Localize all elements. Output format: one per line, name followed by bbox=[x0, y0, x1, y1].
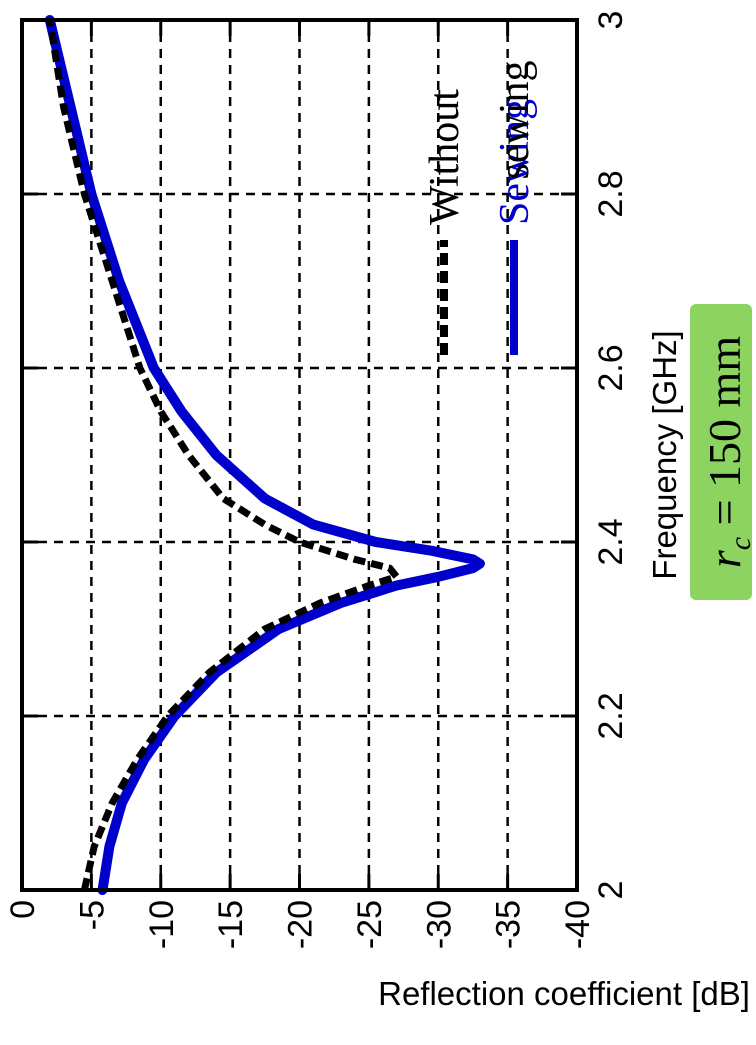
series-layer bbox=[44, 15, 485, 895]
annotation-subscript: c bbox=[724, 537, 756, 550]
x-tick-label: 3 bbox=[592, 11, 630, 30]
y-tick-label: 0 bbox=[4, 900, 42, 919]
annotation-background bbox=[690, 304, 752, 600]
y-tick-label: -5 bbox=[73, 900, 111, 930]
y-tick-label: -35 bbox=[490, 900, 528, 949]
x-tick-labels: 2 2.2 2.4 2.6 2.8 3 bbox=[592, 11, 630, 900]
x-tick-label: 2.4 bbox=[592, 518, 630, 565]
x-tick-label: 2 bbox=[592, 881, 630, 900]
grid-lines bbox=[22, 20, 577, 890]
annotation-label: rc = 150 mm bbox=[690, 304, 756, 600]
annotation-text: = 150 mm bbox=[699, 336, 750, 537]
x-tick-label: 2.6 bbox=[592, 344, 630, 391]
annotation-symbol: r bbox=[699, 549, 750, 568]
legend-label-1: Without sewing bbox=[422, 61, 538, 226]
svg-text:rc = 150 mm: rc = 150 mm bbox=[699, 336, 756, 568]
x-tick-label: 2.8 bbox=[592, 170, 630, 217]
series-line-1 bbox=[46, 19, 401, 891]
y-tick-label: -10 bbox=[143, 900, 181, 949]
legend-label-line-1: Without bbox=[422, 89, 468, 225]
x-tick-label: 2.2 bbox=[592, 692, 630, 739]
y-tick-labels: 0 -5 -10 -15 -20 -25 -30 -35 -40 bbox=[4, 900, 597, 949]
y-tick-label: -40 bbox=[559, 900, 597, 949]
y-tick-label: -20 bbox=[282, 900, 320, 949]
y-tick-label: -25 bbox=[351, 900, 389, 949]
x-axis-label: Frequency [GHz] bbox=[646, 330, 683, 579]
y-tick-label: -30 bbox=[420, 900, 458, 949]
tick-marks bbox=[20, 18, 579, 892]
legend-label-0: Sewing bbox=[492, 99, 538, 225]
y-tick-label: -15 bbox=[212, 900, 250, 949]
y-axis-label: Reflection coefficient [dB] bbox=[378, 975, 750, 1012]
legend-label-line-2: sewing bbox=[492, 61, 538, 191]
series-line-0 bbox=[44, 15, 485, 895]
